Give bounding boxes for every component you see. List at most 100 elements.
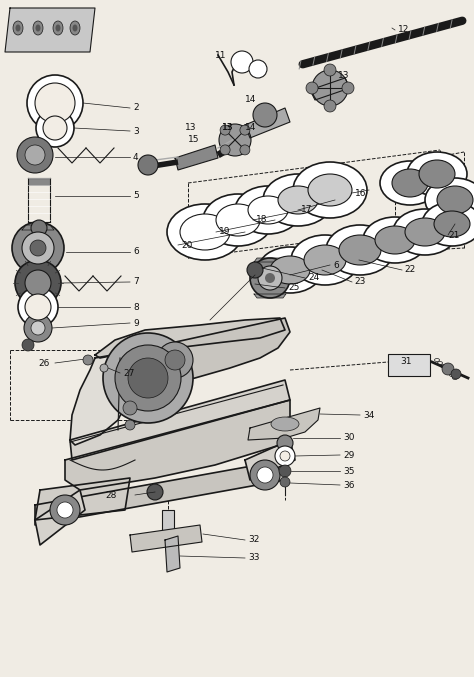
Circle shape (277, 435, 293, 451)
Circle shape (115, 345, 181, 411)
Ellipse shape (419, 160, 455, 188)
Polygon shape (165, 536, 180, 572)
Circle shape (24, 314, 52, 342)
Text: 29: 29 (343, 450, 355, 460)
Polygon shape (22, 225, 54, 230)
Polygon shape (254, 294, 286, 298)
Bar (162, 510, 174, 534)
Polygon shape (70, 380, 290, 460)
Text: 6: 6 (133, 248, 139, 257)
Ellipse shape (375, 226, 415, 254)
Circle shape (31, 220, 47, 236)
Ellipse shape (363, 217, 427, 263)
Circle shape (231, 51, 253, 73)
Circle shape (125, 420, 135, 430)
Text: 5: 5 (133, 192, 139, 200)
Circle shape (35, 83, 75, 123)
Polygon shape (248, 408, 320, 440)
Ellipse shape (70, 21, 80, 35)
Circle shape (240, 125, 250, 135)
Ellipse shape (248, 196, 288, 224)
Text: 13: 13 (222, 123, 234, 133)
Ellipse shape (16, 24, 20, 32)
Text: 15: 15 (188, 135, 200, 144)
Circle shape (265, 273, 275, 283)
Text: 12: 12 (398, 26, 410, 35)
Ellipse shape (55, 24, 61, 32)
Circle shape (83, 355, 93, 365)
Text: 13: 13 (185, 123, 197, 133)
Circle shape (279, 465, 291, 477)
Circle shape (50, 495, 80, 525)
Text: 21: 21 (448, 230, 459, 240)
Circle shape (17, 137, 53, 173)
Ellipse shape (73, 24, 78, 32)
Text: 16: 16 (355, 188, 366, 198)
Ellipse shape (263, 174, 333, 226)
Ellipse shape (422, 202, 474, 246)
Ellipse shape (308, 174, 352, 206)
Polygon shape (130, 525, 202, 552)
Circle shape (280, 451, 290, 461)
Circle shape (250, 258, 290, 298)
Text: 2: 2 (133, 104, 138, 112)
Circle shape (25, 270, 51, 296)
Text: 11: 11 (215, 51, 227, 60)
Ellipse shape (339, 235, 381, 265)
Circle shape (157, 342, 193, 378)
Text: 13: 13 (338, 70, 349, 79)
Circle shape (22, 339, 34, 351)
Polygon shape (245, 108, 290, 138)
Text: 23: 23 (354, 278, 365, 286)
Text: 33: 33 (248, 554, 259, 563)
Circle shape (123, 401, 137, 415)
Circle shape (138, 155, 158, 175)
Circle shape (451, 369, 461, 379)
Circle shape (247, 262, 263, 278)
Text: 30: 30 (343, 433, 355, 443)
Text: 28: 28 (105, 491, 117, 500)
Ellipse shape (53, 21, 63, 35)
Text: 32: 32 (248, 536, 259, 544)
Polygon shape (35, 490, 85, 545)
Circle shape (312, 70, 348, 106)
Circle shape (258, 266, 282, 290)
Text: 26: 26 (38, 359, 49, 368)
Text: 25: 25 (288, 284, 300, 292)
Text: 24: 24 (308, 274, 319, 282)
Circle shape (442, 363, 454, 375)
Polygon shape (35, 478, 130, 520)
Text: 17: 17 (301, 206, 312, 215)
Text: 14: 14 (245, 95, 256, 104)
Circle shape (27, 75, 83, 131)
Circle shape (306, 82, 318, 94)
Circle shape (219, 124, 251, 156)
Ellipse shape (380, 161, 440, 205)
Ellipse shape (258, 247, 322, 293)
Ellipse shape (278, 186, 318, 214)
Ellipse shape (167, 204, 243, 260)
Polygon shape (22, 266, 54, 271)
Ellipse shape (216, 204, 260, 236)
Ellipse shape (434, 211, 470, 237)
Ellipse shape (203, 194, 273, 246)
Text: 18: 18 (256, 215, 267, 225)
Polygon shape (254, 258, 286, 262)
Ellipse shape (437, 186, 473, 214)
Text: 35: 35 (343, 466, 355, 475)
Text: 31: 31 (400, 357, 411, 366)
Circle shape (253, 103, 277, 127)
Ellipse shape (392, 169, 428, 197)
Ellipse shape (304, 245, 346, 275)
Polygon shape (5, 8, 95, 52)
Ellipse shape (405, 218, 445, 246)
Circle shape (57, 502, 73, 518)
Circle shape (250, 460, 280, 490)
Ellipse shape (13, 21, 23, 35)
Polygon shape (70, 352, 130, 445)
Circle shape (342, 82, 354, 94)
Circle shape (30, 240, 46, 256)
Circle shape (128, 358, 168, 398)
Circle shape (165, 350, 185, 370)
Circle shape (25, 145, 45, 165)
